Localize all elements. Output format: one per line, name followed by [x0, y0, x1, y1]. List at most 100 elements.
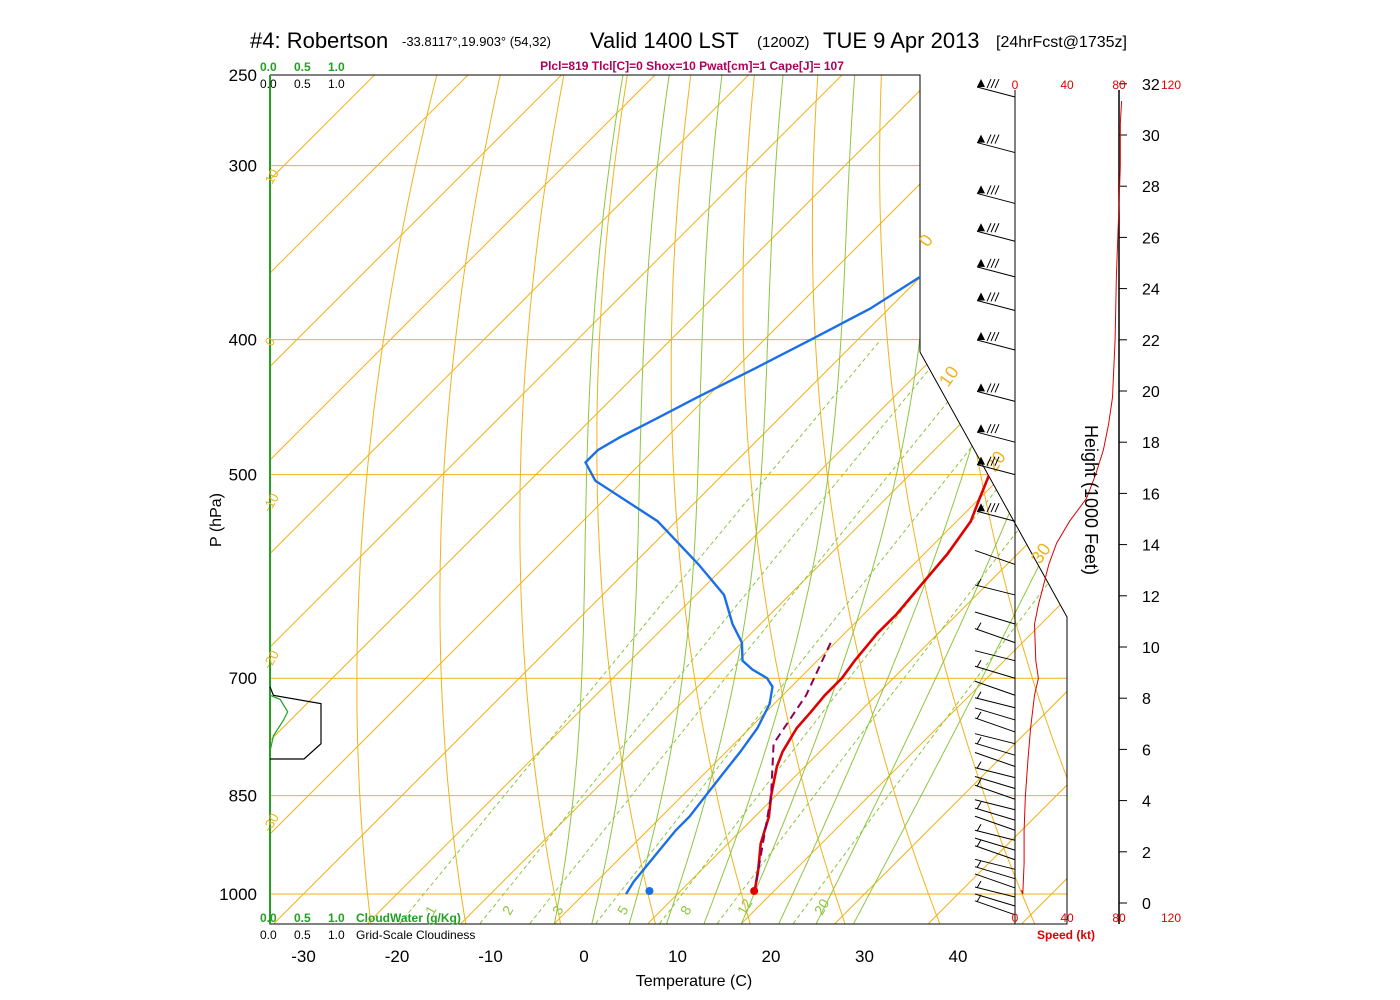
wind-barb — [974, 873, 1016, 889]
series-parcel — [753, 642, 832, 895]
cloudiness-bottom-0: 0.0 — [260, 928, 277, 942]
wind-barb — [974, 886, 1016, 898]
pressure-tick-1000: 1000 — [219, 885, 257, 904]
dry-adiabat-380 — [1260, 55, 1400, 923]
wind-barb — [974, 893, 1016, 907]
isotherm--110 — [270, 75, 395, 924]
wind-barb-feather — [994, 423, 1000, 434]
height-tick-32: 32 — [1142, 77, 1160, 94]
wind-barb-flag — [977, 456, 985, 465]
wind-barb-feather — [976, 839, 982, 848]
dry-adiabat-370 — [1197, 55, 1400, 923]
dry-adiabat-260 — [439, 75, 506, 924]
mixing-ratio-1 — [399, 339, 882, 924]
wind-barb-feather — [990, 292, 996, 302]
wind-barb — [974, 665, 1016, 679]
valid-time: Valid 1400 LST — [590, 28, 739, 53]
speed-top-80: 80 — [1112, 78, 1126, 92]
speed-bottom-40: 40 — [1060, 911, 1074, 925]
series-temperature — [752, 78, 1067, 895]
wind-barb-feather — [990, 331, 996, 342]
cloudwater-label: CloudWater (g/Kg) — [356, 911, 461, 925]
wind-barb — [974, 784, 1016, 800]
wind-barb-feather — [990, 456, 996, 466]
wind-barb-feather — [976, 894, 982, 903]
moist-adiabat-8 — [628, 75, 725, 924]
speed-bottom-0: 0 — [1012, 911, 1019, 925]
wind-barb-feather — [976, 860, 982, 868]
wind-barb-feather — [986, 185, 992, 195]
cloudwater-bottom-05: 0.5 — [294, 911, 311, 925]
wind-barb-feather — [990, 185, 996, 195]
wind-barb — [974, 650, 1016, 662]
wind-barb-feather — [994, 503, 1000, 513]
wind-barb-feather — [986, 423, 992, 434]
wind-barb-feather — [986, 78, 992, 89]
wind-barb — [974, 815, 1016, 831]
wind-barb — [976, 339, 1016, 351]
dry-adiabat-280 — [596, 75, 656, 924]
cloudwater-top-1: 1.0 — [328, 60, 345, 74]
cloudiness-top-1: 1.0 — [328, 77, 345, 91]
height-tick-4: 4 — [1142, 794, 1151, 811]
wind-barb — [974, 611, 1016, 625]
wind-barb-feather — [986, 223, 992, 233]
wind-barb — [974, 697, 1016, 709]
mixing-ratio-label-5: 5 — [614, 903, 632, 918]
wind-barb-flag — [977, 383, 985, 392]
wind-barb-feather — [976, 736, 982, 745]
wind-barb-feather — [986, 456, 992, 466]
pressure-tick-850: 850 — [229, 787, 257, 806]
wind-barb-feather — [986, 258, 992, 269]
wind-barb-feather — [994, 185, 1000, 195]
cloudiness-profile-line — [269, 686, 322, 760]
wind-barb-feather — [976, 824, 982, 832]
height-tick-6: 6 — [1142, 742, 1151, 759]
wind-barb — [974, 742, 1016, 756]
wind-barb-feather — [976, 691, 982, 699]
wind-barb-feather — [976, 659, 982, 668]
wind-barb — [974, 900, 1016, 916]
moist-adiabat-16 — [703, 75, 857, 924]
isotherm-label-0: 0 — [915, 231, 937, 251]
cloudiness-top-05: 0.5 — [294, 77, 311, 91]
isotherm--80 — [270, 75, 676, 924]
isotherm-50 — [1021, 75, 1067, 924]
wind-barb — [974, 733, 1016, 745]
surface-dewpoint-point — [645, 887, 654, 895]
height-tick-8: 8 — [1142, 691, 1151, 708]
moist-adiabat-0 — [554, 75, 627, 924]
series-dewpoint — [584, 78, 1067, 895]
forecast-label: [24hrFcst@1735z] — [996, 34, 1127, 51]
dry-adiabat-400 — [1386, 55, 1400, 923]
isotherm--100 — [270, 75, 489, 924]
temp-tick-10: 10 — [668, 947, 687, 966]
isotherm-10 — [647, 75, 1067, 924]
plot-frame — [269, 74, 1120, 925]
utc-time: (1200Z) — [757, 34, 810, 51]
pressure-tick-700: 700 — [229, 669, 257, 688]
height-tick-26: 26 — [1142, 230, 1160, 247]
pressure-tick-500: 500 — [229, 466, 257, 485]
wind-barb — [974, 717, 1016, 733]
isotherm-0 — [554, 75, 1067, 924]
height-tick-18: 18 — [1142, 435, 1160, 452]
temp-tick--30: -30 — [291, 947, 316, 966]
wind-barb-feather — [976, 801, 982, 810]
height-tick-28: 28 — [1142, 179, 1160, 196]
isotherm-layer — [270, 55, 1400, 924]
y-axis-title: P (hPa) — [208, 493, 225, 547]
speed-top-40: 40 — [1060, 78, 1074, 92]
pressure-tick-400: 400 — [229, 331, 257, 350]
moist-adiabat-28 — [815, 75, 1067, 924]
height-tick-24: 24 — [1142, 282, 1160, 299]
wind-barb — [974, 628, 1016, 644]
mixing-ratio-5 — [595, 339, 1058, 924]
wind-barb — [974, 858, 1016, 870]
cloudwater-profile-line — [269, 694, 289, 752]
wind-barb-feather — [994, 331, 1000, 342]
wind-barb — [976, 230, 1016, 242]
pressure-tick-250: 250 — [229, 66, 257, 85]
dry-adiabat-310 — [811, 75, 941, 924]
wind-barb — [976, 299, 1016, 311]
